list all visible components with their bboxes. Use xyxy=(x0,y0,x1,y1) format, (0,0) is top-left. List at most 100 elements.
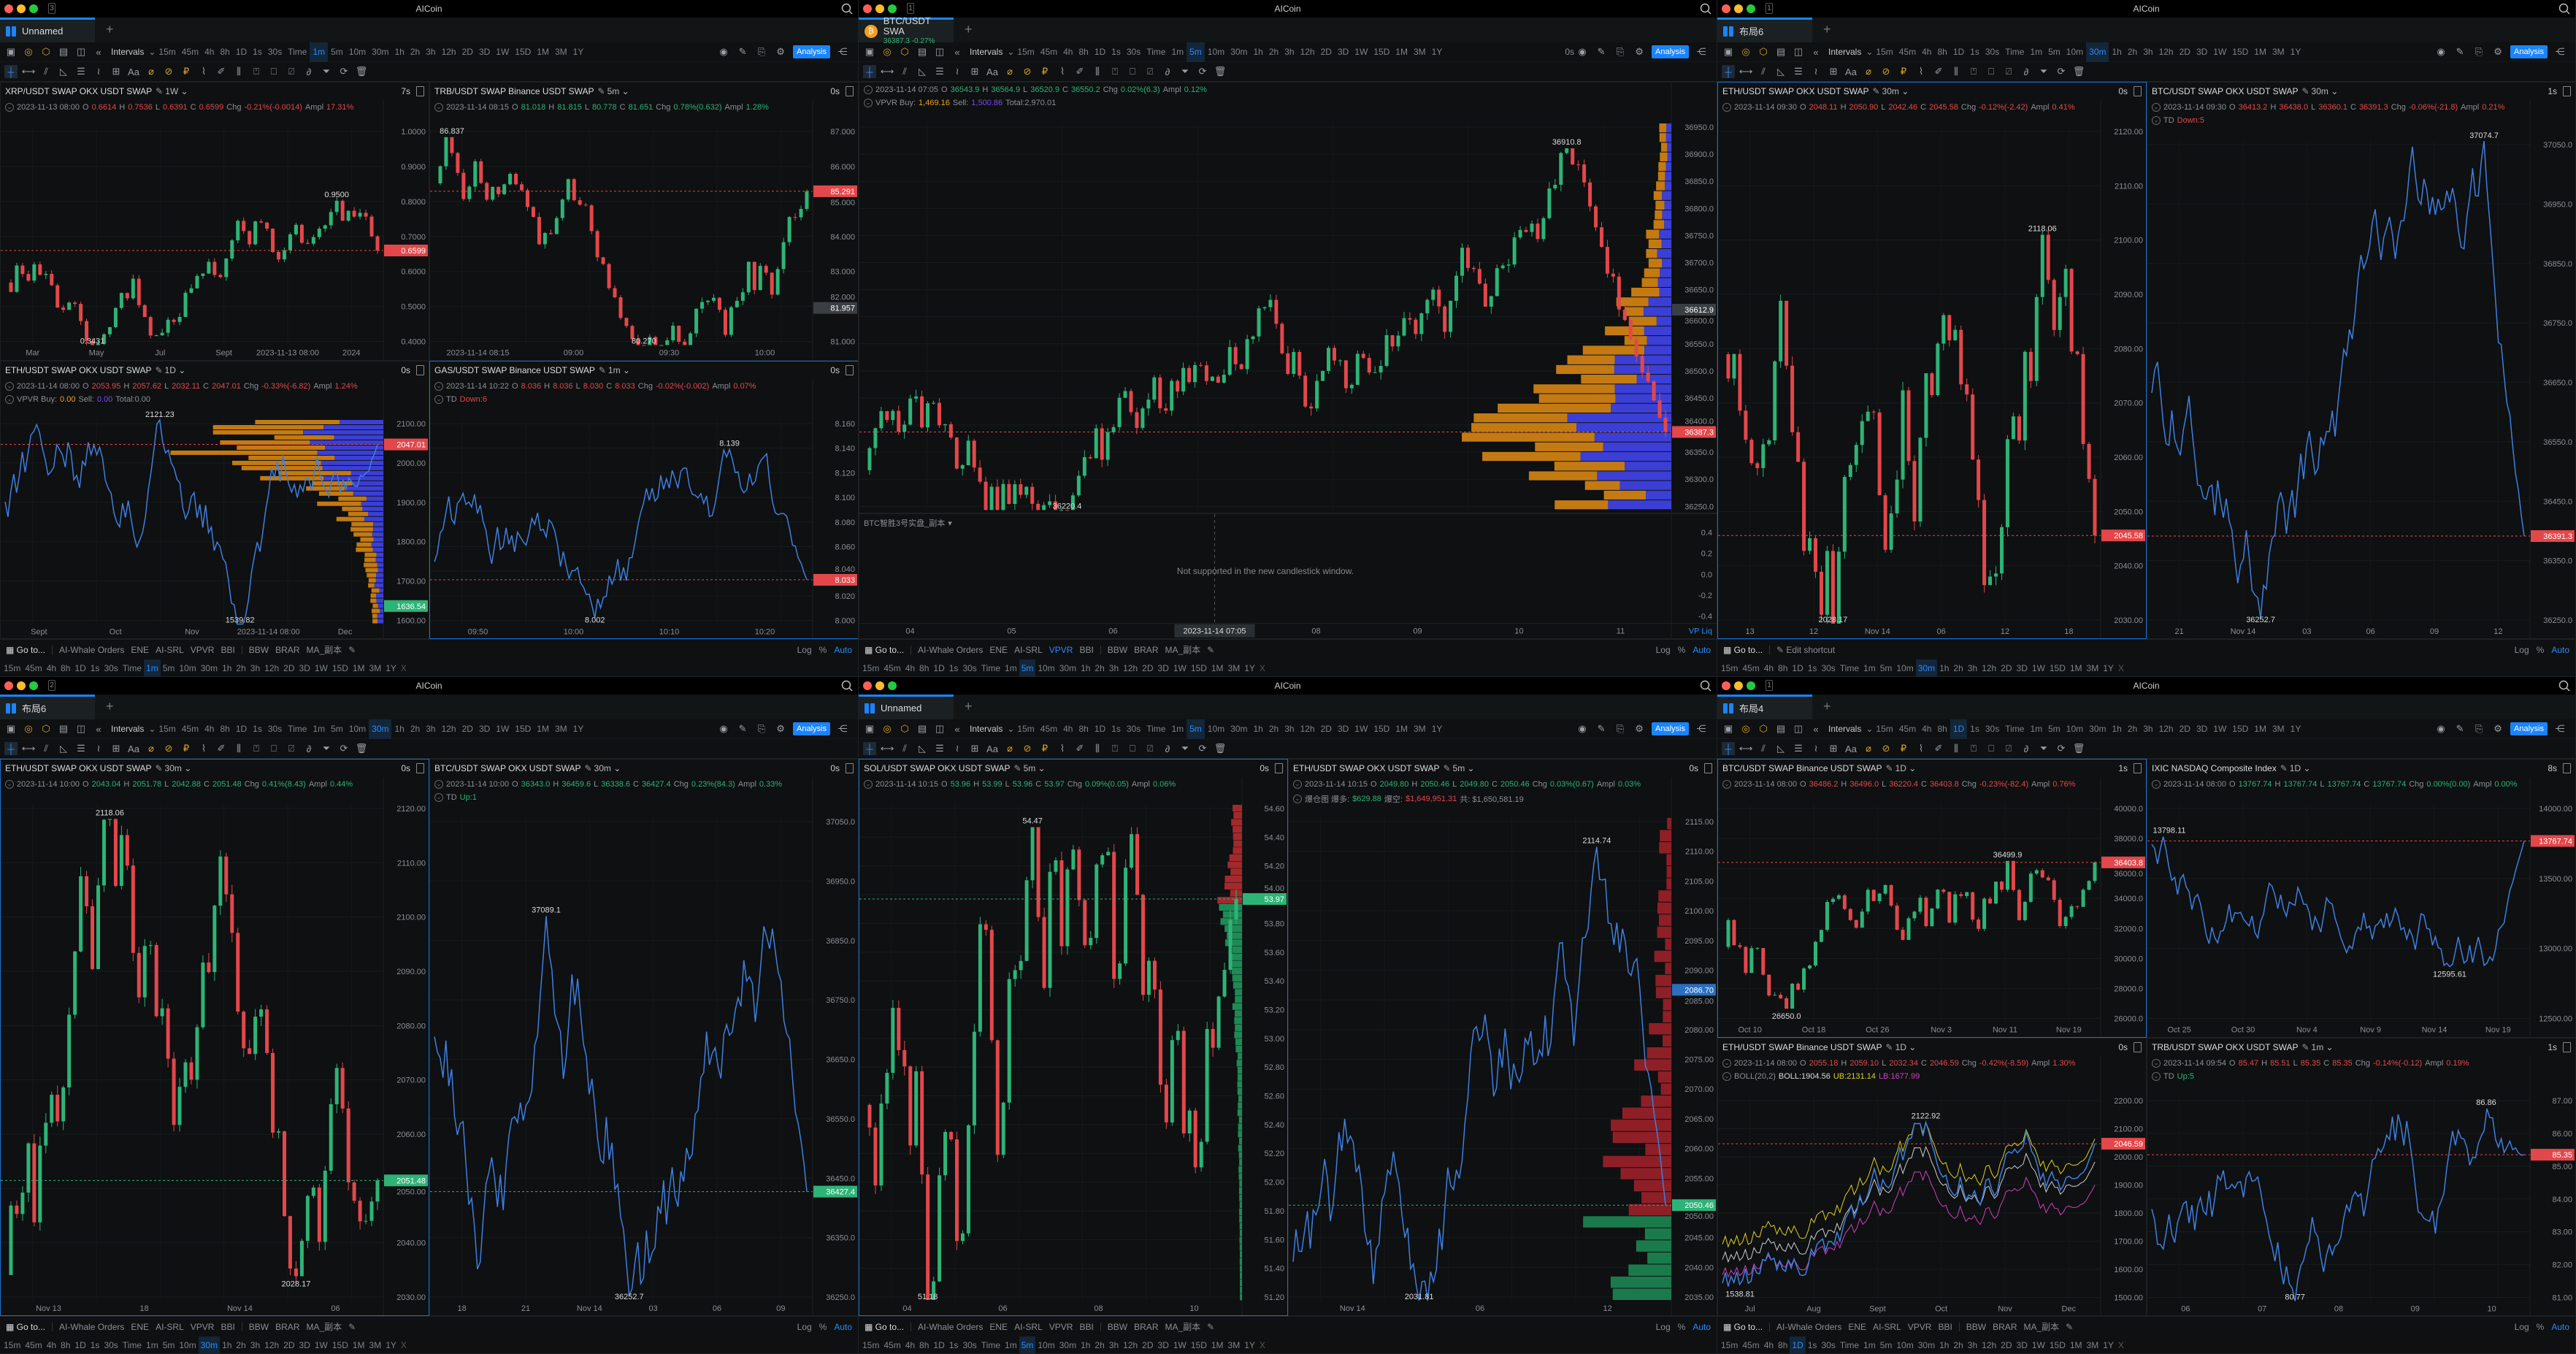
filter-icon[interactable]: ⏷ xyxy=(1181,66,1189,77)
intervals-dropdown[interactable]: Intervals xyxy=(970,47,1003,57)
interval-1D[interactable]: 1D xyxy=(1094,46,1106,57)
interval-shortcut-3D[interactable]: 3D xyxy=(2016,663,2028,673)
percent-scale-toggle[interactable]: % xyxy=(819,644,827,655)
note-icon[interactable]: ⍁ xyxy=(288,743,294,754)
interval-1h[interactable]: 1h xyxy=(2112,723,2122,734)
alert-icon[interactable]: ◎ xyxy=(24,46,33,57)
interval-selector[interactable]: 30m ⌄ xyxy=(1882,86,1909,96)
note-icon[interactable]: ⍁ xyxy=(1147,743,1153,754)
compare-icon[interactable]: ◫ xyxy=(935,46,945,57)
collapse-icon[interactable]: ⌄ xyxy=(434,103,443,112)
gann-icon[interactable]: ⊘ xyxy=(1023,66,1032,77)
interval-shortcut-1D[interactable]: 1D xyxy=(1790,1336,1806,1353)
gann-icon[interactable]: ⊘ xyxy=(164,66,173,77)
bookmark-icon[interactable]: ⎕ xyxy=(1988,743,1994,754)
interval-8h[interactable]: 8h xyxy=(1937,723,1947,734)
price-chart[interactable]: 8.1608.1408.1208.1008.0808.0608.0408.020… xyxy=(430,378,858,639)
interval-shortcut-1Y[interactable]: 1Y xyxy=(2103,663,2114,673)
crosshair-icon[interactable]: ┼ xyxy=(1722,742,1735,755)
interval-2D[interactable]: 2D xyxy=(1320,46,1332,57)
interval-1m[interactable]: 1m xyxy=(313,723,326,734)
interval-shortcut-30m[interactable]: 30m xyxy=(1915,659,1938,676)
interval-1M[interactable]: 1M xyxy=(1395,46,1408,57)
collapse-left-icon[interactable]: « xyxy=(1813,723,1819,735)
interval-shortcut-15m[interactable]: 15m xyxy=(4,663,21,673)
interval-Time[interactable]: Time xyxy=(288,723,307,734)
interval-selector[interactable]: 5m ⌄ xyxy=(1453,763,1475,773)
interval-selector[interactable]: 1D ⌄ xyxy=(2290,763,2311,773)
indicator-shortcut[interactable]: BRAR xyxy=(1134,1321,1159,1332)
symbol-title[interactable]: BTC/USDT SWAP OKX USDT SWAP xyxy=(434,763,581,773)
interval-30s[interactable]: 30s xyxy=(267,46,283,57)
magnet-icon[interactable]: ∂ xyxy=(1165,743,1170,754)
chart-panel[interactable]: IXIC NASDAQ Composite Index ✎ 1D ⌄ 8s ⌄ 2023-… xyxy=(2147,759,2575,1038)
interval-shortcut-3D[interactable]: 3D xyxy=(2016,1340,2028,1350)
wave-icon[interactable]: ≀ xyxy=(955,66,959,77)
interval-8h[interactable]: 8h xyxy=(1078,723,1089,734)
gann-icon[interactable]: ⊘ xyxy=(1882,743,1890,754)
collapse-left-icon[interactable]: « xyxy=(96,723,101,735)
interval-45m[interactable]: 45m xyxy=(1040,46,1058,57)
indicator-shortcut[interactable]: AI-Whale Orders xyxy=(59,1321,125,1332)
interval-shortcut-1Y[interactable]: 1Y xyxy=(1244,663,1255,673)
ruler-icon[interactable]: ⌇ xyxy=(201,66,207,77)
edit-symbol-icon[interactable]: ✎ xyxy=(584,763,592,773)
box-icon[interactable]: ⊞ xyxy=(1829,66,1838,77)
interval-shortcut-30m[interactable]: 30m xyxy=(200,663,218,673)
indicator-shortcut[interactable]: ENE xyxy=(989,1321,1008,1332)
minimize-button[interactable] xyxy=(875,4,884,13)
search-icon[interactable] xyxy=(1699,679,1712,692)
interval-shortcut-5m[interactable]: 5m xyxy=(1019,1336,1036,1353)
symbol-title[interactable]: TRB/USDT SWAP OKX USDT SWAP xyxy=(2152,1041,2299,1052)
interval-shortcut-8h[interactable]: 8h xyxy=(919,663,929,673)
interval-shortcut-3M[interactable]: 3M xyxy=(2086,663,2099,673)
box-icon[interactable]: ⊞ xyxy=(970,743,979,754)
collapse-icon[interactable]: ⌄ xyxy=(1722,1071,1731,1081)
text-tool-icon[interactable]: Aa xyxy=(986,66,998,77)
indicator-icon[interactable]: ▤ xyxy=(58,723,69,734)
bookmark-icon[interactable]: ⎕ xyxy=(1130,66,1135,77)
collapse-icon[interactable]: ⌄ xyxy=(5,394,14,404)
interval-1s[interactable]: 1s xyxy=(253,46,262,57)
interval-shortcut-3M[interactable]: 3M xyxy=(1227,1340,1241,1350)
log-scale-toggle[interactable]: Log xyxy=(797,1321,812,1332)
horizontal-line-icon[interactable]: ⟷ xyxy=(1739,66,1753,77)
interval-shortcut-1h[interactable]: 1h xyxy=(1939,663,1950,673)
interval-shortcut-8h[interactable]: 8h xyxy=(61,663,71,673)
indicator-shortcut[interactable]: BBI xyxy=(1079,1321,1094,1332)
alert-icon[interactable]: ◎ xyxy=(883,723,892,734)
maximize-button[interactable] xyxy=(29,4,38,13)
camera-icon[interactable]: ◉ xyxy=(719,46,728,57)
interval-shortcut-2D[interactable]: 2D xyxy=(2001,663,2012,673)
price-chart[interactable]: 2115.002110.002105.002100.002095.002090.… xyxy=(1289,777,1717,1315)
text-tool-icon[interactable]: Aa xyxy=(128,66,139,77)
close-shortcut-bar-button[interactable]: X xyxy=(2117,663,2124,673)
interval-selector[interactable]: 1D ⌄ xyxy=(165,365,186,375)
sync-icon[interactable]: ⟳ xyxy=(1198,66,1207,77)
chart-type-icon[interactable]: ▣ xyxy=(6,723,16,734)
trend-line-icon[interactable]: ⫽ xyxy=(44,743,48,754)
panel-layout-icon[interactable] xyxy=(416,364,424,375)
interval-shortcut-45m[interactable]: 45m xyxy=(25,1340,42,1350)
collapse-icon[interactable]: ⌄ xyxy=(2152,103,2161,112)
interval-shortcut-8h[interactable]: 8h xyxy=(919,1340,929,1350)
interval-selector[interactable]: 1m ⌄ xyxy=(2312,1042,2334,1052)
edit-symbol-icon[interactable]: ✎ xyxy=(2301,1041,2309,1052)
pen-icon[interactable]: ✎ xyxy=(738,723,747,734)
pen-icon[interactable]: ✎ xyxy=(1597,46,1606,57)
signal-icon[interactable]: ⬡ xyxy=(42,723,50,734)
auto-scale-toggle[interactable]: Auto xyxy=(834,1321,852,1332)
interval-30m[interactable]: 30m xyxy=(1230,723,1248,734)
indicator-icon[interactable]: ▤ xyxy=(917,723,927,734)
magnet-icon[interactable]: ∂ xyxy=(2023,66,2029,77)
trash-icon[interactable]: 🗑 xyxy=(1214,743,1227,754)
edit-symbol-icon[interactable]: ✎ xyxy=(155,364,163,375)
gann-icon[interactable]: ⊘ xyxy=(164,743,173,754)
trash-icon[interactable]: 🗑 xyxy=(355,743,368,754)
price-range-icon[interactable]: ₽ xyxy=(1900,66,1907,77)
interval-4h[interactable]: 4h xyxy=(1063,46,1073,57)
box-icon[interactable]: ⊞ xyxy=(970,66,979,77)
interval-shortcut-1s[interactable]: 1s xyxy=(1807,663,1817,673)
interval-1m[interactable]: 1m xyxy=(1171,723,1184,734)
parallel-channel-icon[interactable]: ☰ xyxy=(1794,66,1803,77)
